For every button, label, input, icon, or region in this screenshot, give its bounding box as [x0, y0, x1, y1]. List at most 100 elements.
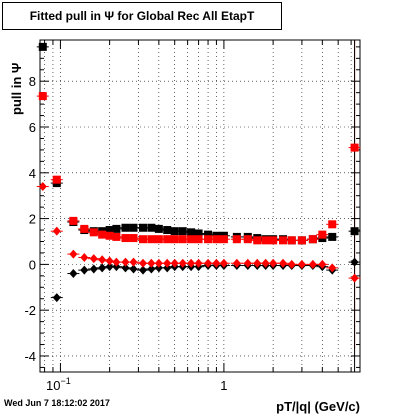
- data-point-diamond: [204, 258, 213, 268]
- data-point-diamond: [170, 258, 179, 268]
- data-point-diamond: [163, 258, 172, 268]
- data-point-square: [105, 226, 114, 235]
- data-point-square: [38, 42, 47, 51]
- data-point-square: [69, 216, 78, 225]
- y-tick-label: -4: [24, 349, 36, 364]
- y-tick-label: 2: [29, 212, 36, 227]
- data-point-diamond: [350, 273, 359, 283]
- data-point-square: [243, 235, 252, 244]
- data-point-diamond: [178, 258, 187, 268]
- data-point-square: [297, 236, 306, 245]
- data-point-diamond: [269, 258, 278, 268]
- data-point-diamond: [147, 258, 156, 268]
- data-point-diamond: [38, 182, 47, 192]
- data-markers: [36, 42, 361, 303]
- y-tick-label: 0: [29, 257, 36, 272]
- data-point-square: [38, 92, 47, 101]
- y-tick-label: 6: [29, 120, 36, 135]
- data-point-diamond: [287, 259, 296, 269]
- data-point-square: [80, 224, 89, 233]
- data-point-diamond: [52, 226, 61, 236]
- data-point-diamond: [69, 249, 78, 259]
- data-point-diamond: [121, 257, 130, 267]
- data-point-square: [139, 223, 148, 232]
- data-point-square: [261, 236, 270, 245]
- x-axis-label: pT/|q| (GeV/c): [276, 399, 360, 414]
- data-point-square: [163, 235, 172, 244]
- data-point-square: [308, 235, 317, 244]
- data-point-square: [204, 230, 213, 239]
- data-point-square: [105, 231, 114, 240]
- data-point-diamond: [80, 253, 89, 263]
- data-point-diamond: [279, 258, 288, 268]
- data-point-square: [89, 228, 98, 237]
- chart-title: Fitted pull in Ψ for Global Rec All Etap…: [29, 9, 255, 23]
- data-point-diamond: [98, 263, 107, 273]
- grid-lines: [40, 40, 360, 372]
- data-point-square: [350, 227, 359, 236]
- data-point-diamond: [154, 258, 163, 268]
- data-point-diamond: [52, 293, 61, 303]
- y-tick-label: 4: [29, 166, 36, 181]
- data-point-square: [279, 236, 288, 245]
- data-point-square: [194, 235, 203, 244]
- data-point-square: [178, 227, 187, 236]
- y-tick-label: 8: [29, 74, 36, 89]
- data-point-diamond: [80, 265, 89, 275]
- data-point-diamond: [112, 262, 121, 272]
- data-point-square: [187, 228, 196, 237]
- data-point-square: [318, 230, 327, 239]
- data-point-square: [112, 224, 121, 233]
- data-point-diamond: [139, 258, 148, 268]
- data-point-square: [178, 235, 187, 244]
- data-point-square: [170, 227, 179, 236]
- data-point-diamond: [308, 259, 317, 269]
- data-point-square: [328, 232, 337, 241]
- plot-frame: [39, 39, 361, 373]
- data-point-square: [121, 234, 130, 243]
- y-tick-label: -2: [24, 303, 36, 318]
- data-point-square: [98, 230, 107, 239]
- data-point-diamond: [243, 258, 252, 268]
- data-point-square: [287, 236, 296, 245]
- data-point-square: [147, 235, 156, 244]
- data-point-diamond: [112, 257, 121, 267]
- x-tick-label-exponent: −1: [61, 376, 71, 386]
- data-point-diamond: [89, 254, 98, 264]
- data-point-square: [269, 236, 278, 245]
- data-point-square: [187, 235, 196, 244]
- data-point-diamond: [89, 264, 98, 274]
- data-point-diamond: [154, 263, 163, 273]
- data-point-diamond: [139, 265, 148, 275]
- data-point-square: [163, 226, 172, 235]
- data-point-square: [170, 235, 179, 244]
- data-point-diamond: [261, 258, 270, 268]
- data-point-diamond: [187, 258, 196, 268]
- x-tick-label: 10−1: [46, 376, 71, 393]
- data-point-square: [232, 235, 241, 244]
- x-tick-label: 1: [220, 378, 227, 393]
- data-point-square: [219, 235, 228, 244]
- data-point-square: [350, 143, 359, 152]
- data-point-diamond: [129, 264, 138, 274]
- footer-timestamp: Wed Jun 7 18:12:02 2017: [4, 398, 110, 408]
- data-point-diamond: [69, 269, 78, 279]
- data-point-square: [147, 223, 156, 232]
- data-point-diamond: [350, 257, 359, 267]
- data-point-diamond: [212, 258, 221, 268]
- data-point-square: [154, 224, 163, 233]
- data-point-square: [328, 220, 337, 229]
- data-point-square: [204, 235, 213, 244]
- data-point-diamond: [105, 256, 114, 266]
- data-point-square: [154, 235, 163, 244]
- data-point-diamond: [219, 258, 228, 268]
- data-point-diamond: [147, 264, 156, 274]
- axis-ticks: [40, 40, 360, 372]
- chart-title-box: Fitted pull in Ψ for Global Rec All Etap…: [2, 2, 282, 30]
- data-point-square: [139, 235, 148, 244]
- data-point-diamond: [253, 258, 262, 268]
- data-point-square: [52, 175, 61, 184]
- data-point-square: [112, 232, 121, 241]
- data-point-diamond: [194, 258, 203, 268]
